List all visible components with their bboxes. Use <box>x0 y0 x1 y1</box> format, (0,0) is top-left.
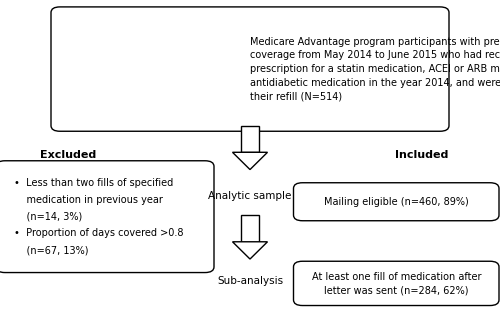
Text: Included: Included <box>395 150 448 160</box>
Text: •  Less than two fills of specified: • Less than two fills of specified <box>14 178 173 188</box>
Polygon shape <box>232 242 268 259</box>
Text: •  Proportion of days covered >0.8: • Proportion of days covered >0.8 <box>14 228 183 238</box>
Polygon shape <box>241 126 259 152</box>
FancyBboxPatch shape <box>294 261 499 306</box>
FancyBboxPatch shape <box>0 161 214 273</box>
Text: (n=14, 3%): (n=14, 3%) <box>14 212 82 222</box>
Text: Analytic sample: Analytic sample <box>208 191 292 201</box>
Polygon shape <box>241 215 259 242</box>
Text: At least one fill of medication after
letter was sent (n=284, 62%): At least one fill of medication after le… <box>312 272 481 295</box>
FancyBboxPatch shape <box>51 7 449 131</box>
FancyBboxPatch shape <box>294 183 499 221</box>
Text: Excluded: Excluded <box>40 150 96 160</box>
Polygon shape <box>232 152 268 170</box>
Text: (n=67, 13%): (n=67, 13%) <box>14 245 88 255</box>
Text: medication in previous year: medication in previous year <box>14 195 163 205</box>
Text: Sub-analysis: Sub-analysis <box>217 276 283 286</box>
Text: Mailing eligible (n=460, 89%): Mailing eligible (n=460, 89%) <box>324 197 468 207</box>
Text: Medicare Advantage program participants with prescription drug
coverage from May: Medicare Advantage program participants … <box>250 37 500 101</box>
